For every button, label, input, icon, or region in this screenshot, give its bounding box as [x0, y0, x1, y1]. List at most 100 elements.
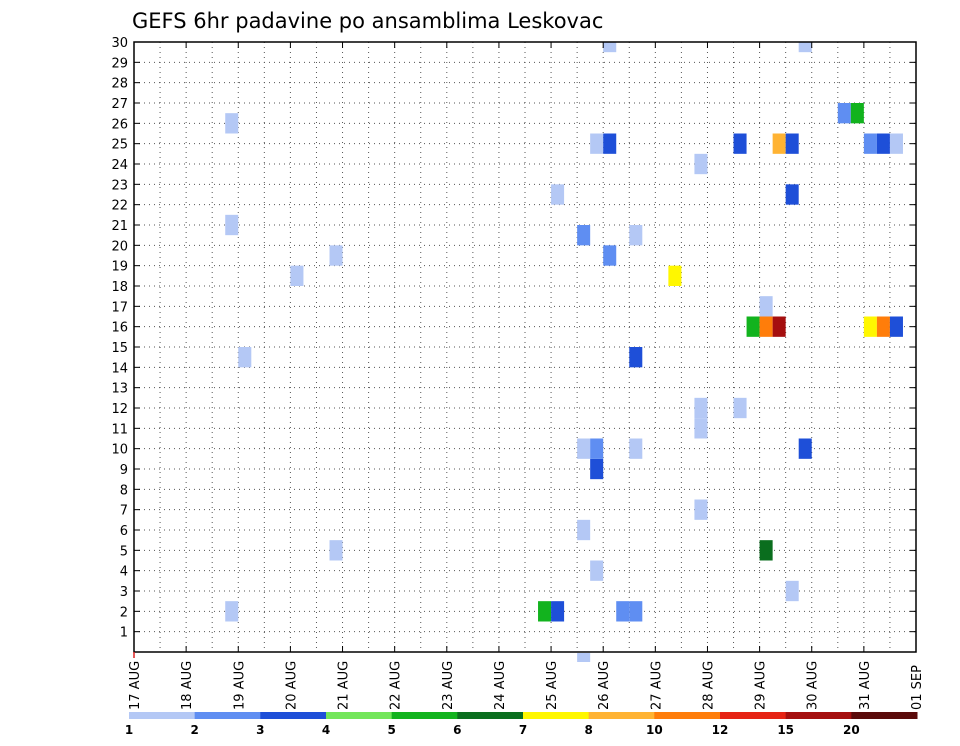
colorbar-label: 4 — [322, 723, 330, 737]
data-cell — [772, 316, 786, 337]
data-cell — [616, 601, 630, 622]
data-cell — [876, 133, 890, 154]
data-cell — [225, 601, 239, 622]
y-tick-label: 19 — [111, 260, 128, 275]
y-tick-label: 28 — [111, 77, 128, 92]
data-cell — [785, 580, 799, 602]
data-cell — [629, 601, 643, 622]
colorbar-label: 2 — [190, 723, 198, 737]
y-tick-label: 5 — [120, 544, 128, 559]
data-cell — [629, 438, 643, 459]
data-cell — [329, 245, 343, 266]
x-tick-label: 17 AUG — [128, 661, 143, 710]
y-tick-label: 24 — [111, 158, 128, 173]
y-tick-label: 4 — [120, 565, 128, 580]
y-tick-label: 16 — [111, 321, 128, 336]
y-tick-label: 11 — [111, 422, 128, 437]
data-cell — [863, 316, 877, 337]
data-cell — [889, 316, 903, 337]
y-tick-label: 15 — [111, 341, 128, 356]
y-tick-label: 22 — [111, 199, 128, 214]
colorbar-segment — [326, 712, 393, 719]
colorbar-segment — [720, 712, 787, 719]
data-cell — [538, 601, 552, 622]
x-tick-label: 27 AUG — [649, 661, 664, 710]
colorbar-label: 20 — [843, 723, 860, 737]
data-cell — [577, 438, 591, 459]
colorbar-label: 1 — [125, 723, 133, 737]
colorbar-segment — [194, 712, 261, 719]
colorbar-label: 3 — [256, 723, 264, 737]
y-tick-label: 17 — [111, 300, 128, 315]
data-cell — [785, 184, 799, 205]
x-tick-label: 19 AUG — [232, 661, 247, 710]
y-axis: 1234567891011121314151617181920212223242… — [111, 36, 916, 641]
data-cell — [225, 214, 239, 236]
x-tick-label: 21 AUG — [337, 661, 352, 710]
colorbar-label: 15 — [777, 723, 794, 737]
colorbar-label: 6 — [453, 723, 461, 737]
colorbar-label: 10 — [646, 723, 663, 737]
data-cell — [577, 519, 591, 541]
grid — [134, 42, 916, 652]
data-cell — [590, 133, 604, 154]
colorbar-segment — [129, 712, 196, 719]
chart-title: GEFS 6hr padavine po ansamblima Leskovac — [132, 9, 603, 33]
x-tick-label: 28 AUG — [701, 661, 716, 710]
x-tick-label: 01 SEP — [910, 665, 925, 710]
y-tick-label: 29 — [111, 56, 128, 71]
data-cell — [694, 499, 708, 520]
x-tick-label: 23 AUG — [441, 661, 456, 710]
y-tick-label: 6 — [120, 524, 128, 539]
data-cells — [225, 42, 903, 662]
data-cell — [238, 347, 252, 368]
data-cell — [863, 133, 877, 154]
colorbar-segment — [457, 712, 524, 719]
data-cell — [837, 103, 851, 124]
y-tick-label: 9 — [120, 463, 128, 478]
y-tick-label: 3 — [120, 585, 128, 600]
data-cell — [603, 133, 617, 154]
y-tick-label: 27 — [111, 97, 128, 112]
y-tick-label: 12 — [111, 402, 128, 417]
y-tick-label: 2 — [120, 605, 128, 620]
data-cell — [876, 316, 890, 337]
x-tick-label: 29 AUG — [754, 661, 769, 710]
y-tick-label: 8 — [120, 483, 128, 498]
data-cell — [603, 245, 617, 266]
colorbar-segment — [851, 712, 918, 719]
data-cell — [850, 103, 864, 124]
data-cell — [759, 540, 773, 561]
x-tick-label: 18 AUG — [180, 661, 195, 710]
data-cell — [590, 560, 604, 581]
data-cell — [603, 42, 617, 53]
data-cell — [759, 316, 773, 337]
y-tick-label: 1 — [120, 626, 128, 641]
y-tick-label: 18 — [111, 280, 128, 295]
colorbar-segment — [588, 712, 655, 719]
y-tick-label: 20 — [111, 239, 128, 254]
colorbar-label: 12 — [712, 723, 729, 737]
data-cell — [225, 113, 239, 134]
data-cell — [694, 153, 708, 175]
x-tick-label: 31 AUG — [858, 661, 873, 710]
data-cell — [551, 601, 565, 622]
data-cell — [629, 347, 643, 368]
y-tick-label: 30 — [111, 36, 128, 51]
data-cell — [590, 438, 604, 459]
y-tick-label: 13 — [111, 382, 128, 397]
data-cell — [577, 225, 591, 246]
colorbar: 1 2 3 4 5 6 7 8 10 12 15 20 — [125, 712, 918, 737]
data-cell — [629, 225, 643, 246]
x-tick-label: 22 AUG — [389, 661, 404, 710]
data-cell — [694, 397, 708, 419]
y-tick-label: 21 — [111, 219, 128, 234]
data-cell — [694, 418, 708, 439]
y-tick-label: 7 — [120, 504, 128, 519]
colorbar-segment — [654, 712, 721, 719]
data-cell — [772, 133, 786, 154]
colorbar-label: 5 — [387, 723, 395, 737]
data-cell — [329, 540, 343, 561]
